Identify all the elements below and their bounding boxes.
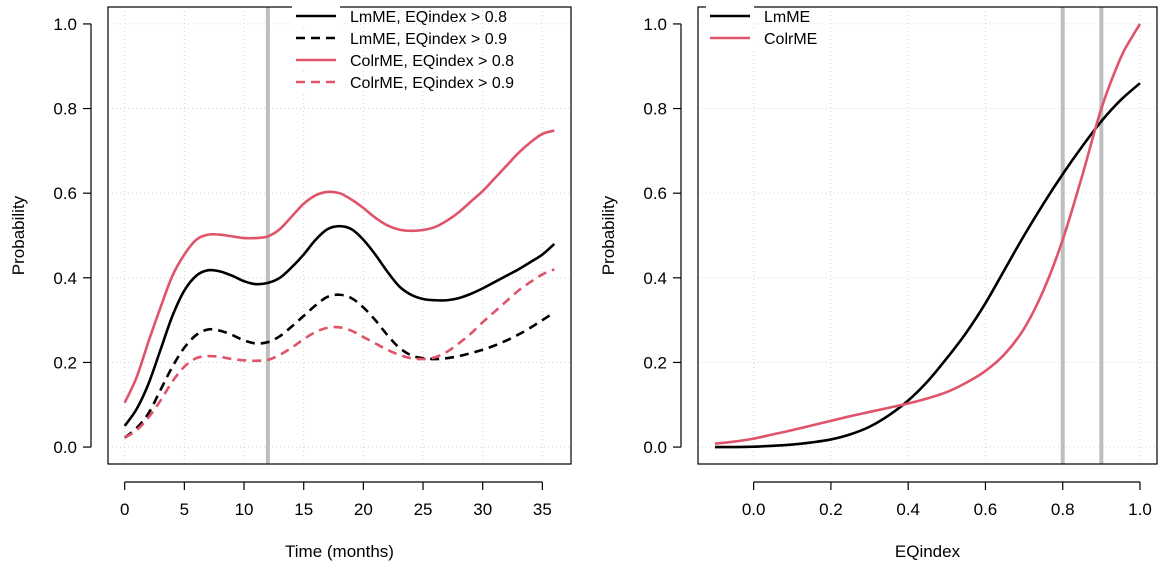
y-tick-label: 0.6: [643, 184, 667, 203]
y-tick-label: 1.0: [53, 15, 77, 34]
x-tick-label: 20: [354, 500, 373, 519]
legend: LmME, EQindex > 0.8 LmME, EQindex > 0.9 Co…: [292, 6, 514, 92]
y-axis-title: Probability: [599, 195, 618, 275]
series-line-3: [123, 129, 555, 404]
y-tick-label: 0.6: [53, 184, 77, 203]
plot-frame: [697, 6, 1158, 465]
y-axis-title: Probability: [9, 195, 28, 275]
y-tick-label: 0.0: [643, 438, 667, 457]
x-tick-label: 30: [473, 500, 492, 519]
legend-label: ColrME, EQindex > 0.8: [350, 53, 514, 70]
legend: LmME ColrME: [706, 6, 817, 48]
y-tick-label: 0.4: [643, 269, 667, 288]
x-tick-label: 0.6: [974, 500, 998, 519]
x-tick-label: 35: [533, 500, 552, 519]
y-tick-label: 0.2: [643, 353, 667, 372]
y-tick-label: 0.2: [53, 353, 77, 372]
y-tick-label: 0.8: [643, 100, 667, 119]
series-line-4: [124, 268, 555, 439]
chart-panel-2: 0.0 0.2 0.4 0.6 0.8 1.0 0.0 0.2 0.4 0.6 0.8 1.0 EQin…: [599, 6, 1158, 561]
series-line-2: [123, 293, 555, 439]
x-axis-title: EQindex: [895, 542, 961, 561]
legend-label: LmME, EQindex > 0.8: [350, 9, 507, 26]
x-tick-label: 25: [414, 500, 433, 519]
legend-label: LmME, EQindex > 0.9: [350, 31, 507, 48]
x-tick-label: 0.2: [819, 500, 843, 519]
legend-label: ColrME, EQindex > 0.9: [350, 75, 514, 92]
x-axis-title: Time (months): [285, 542, 394, 561]
x-tick-label: 10: [235, 500, 254, 519]
y-tick-label: 0.4: [53, 269, 77, 288]
legend-label: ColrME: [764, 31, 817, 48]
y-tick-label: 0.8: [53, 100, 77, 119]
x-tick-label: 1.0: [1128, 500, 1152, 519]
x-tick-label: 0: [120, 500, 129, 519]
series-line-1: [123, 224, 556, 427]
series-line-2: [714, 23, 1142, 445]
chart-panel-1: 0 5 10 15 20 25 30 35 0.0 0.2 0.4 0.6 0.8 1.0 Time (mo…: [9, 6, 572, 561]
x-tick-label: 15: [294, 500, 313, 519]
x-tick-label: 0.4: [896, 500, 920, 519]
x-tick-label: 0.0: [742, 500, 766, 519]
legend-label: LmME: [764, 9, 810, 26]
series-line-1: [714, 82, 1141, 449]
y-tick-label: 1.0: [643, 15, 667, 34]
x-tick-label: 0.8: [1051, 500, 1075, 519]
y-tick-label: 0.0: [53, 438, 77, 457]
x-tick-label: 5: [180, 500, 189, 519]
